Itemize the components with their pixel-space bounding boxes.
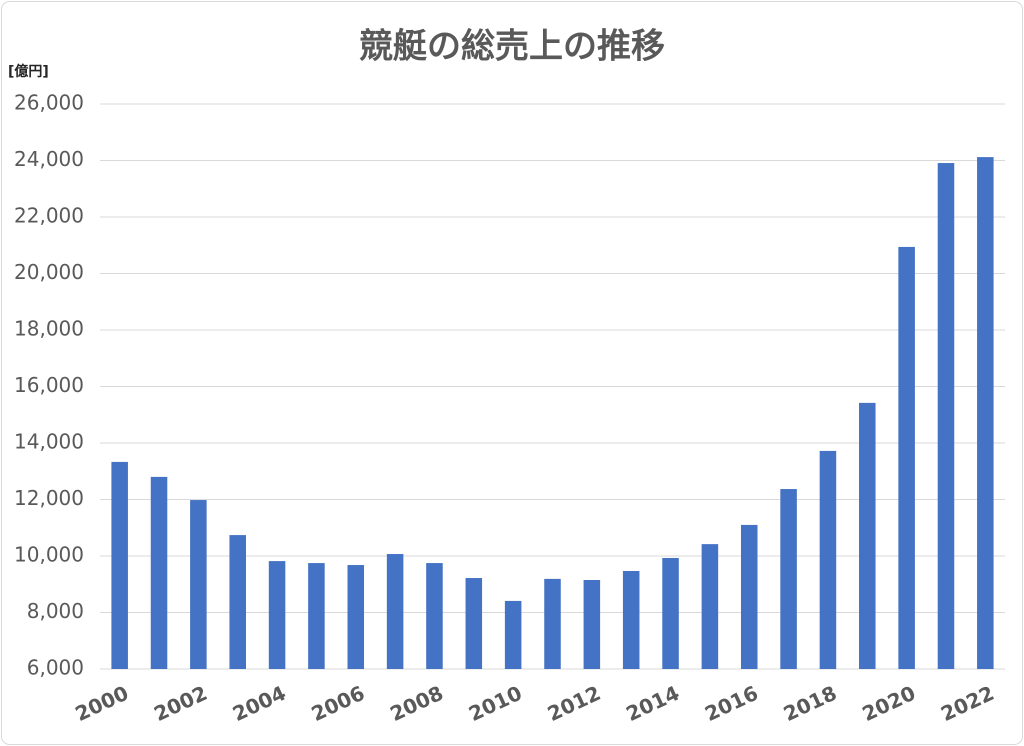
y-tick-label: 18,000 bbox=[14, 317, 84, 341]
bar bbox=[937, 163, 955, 670]
y-tick-label: 12,000 bbox=[14, 486, 84, 510]
y-axis-label: [億円] bbox=[8, 63, 49, 80]
bar bbox=[268, 561, 286, 669]
bar bbox=[701, 544, 719, 669]
bar bbox=[859, 402, 876, 669]
bar bbox=[229, 535, 246, 669]
y-tick-label: 26,000 bbox=[14, 91, 84, 115]
bar bbox=[386, 554, 404, 669]
y-tick-label: 22,000 bbox=[14, 204, 84, 228]
bar bbox=[622, 570, 640, 669]
y-tick-label: 10,000 bbox=[14, 543, 84, 567]
bar bbox=[426, 563, 443, 669]
bar bbox=[819, 450, 837, 669]
bar bbox=[111, 461, 128, 669]
y-tick-label: 20,000 bbox=[14, 260, 84, 284]
bar bbox=[308, 563, 325, 669]
bar bbox=[583, 580, 601, 669]
bar bbox=[190, 500, 207, 669]
bar bbox=[662, 557, 679, 669]
bar bbox=[504, 600, 522, 669]
bar bbox=[740, 524, 758, 669]
bar bbox=[465, 578, 483, 669]
y-tick-label: 24,000 bbox=[14, 147, 84, 171]
bar bbox=[780, 489, 797, 669]
bar bbox=[347, 565, 365, 669]
chart-title: 競艇の総売上の推移 bbox=[359, 27, 665, 67]
y-tick-label: 8,000 bbox=[27, 599, 84, 623]
bar bbox=[977, 157, 994, 670]
y-tick-label: 6,000 bbox=[27, 656, 84, 680]
bar bbox=[898, 246, 915, 669]
bar bbox=[150, 476, 168, 669]
y-tick-label: 16,000 bbox=[14, 373, 84, 397]
bar bbox=[544, 578, 561, 669]
y-tick-label: 14,000 bbox=[14, 430, 84, 454]
